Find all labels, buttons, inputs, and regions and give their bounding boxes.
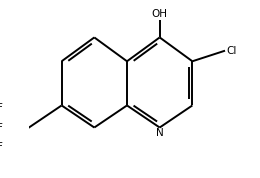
Text: Cl: Cl — [227, 46, 237, 56]
Text: N: N — [156, 128, 164, 138]
Text: F: F — [0, 142, 3, 152]
Text: OH: OH — [152, 9, 168, 19]
Text: F: F — [0, 103, 3, 113]
Text: F: F — [0, 122, 3, 133]
